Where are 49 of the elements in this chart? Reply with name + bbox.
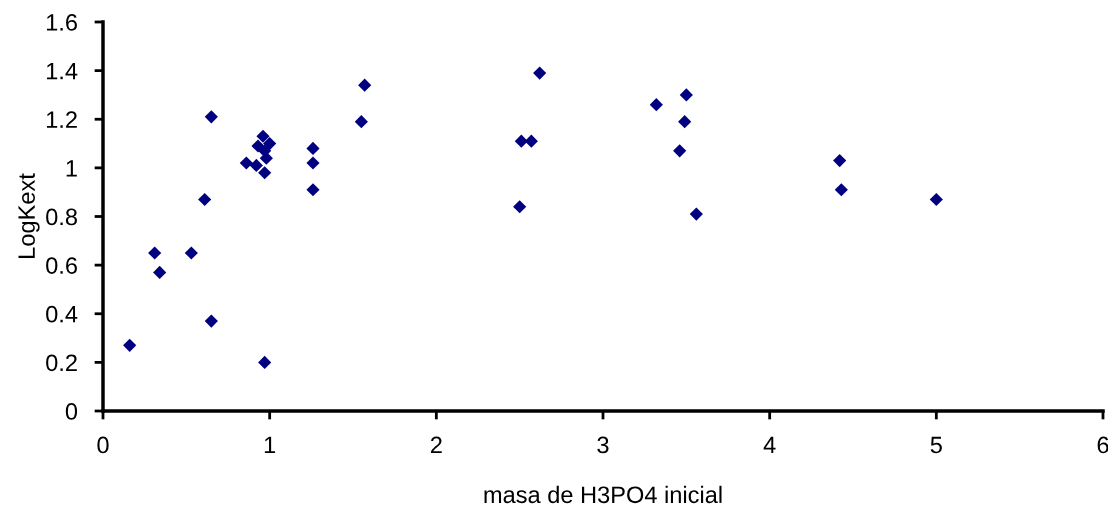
x-tick-label: 4 — [763, 436, 776, 454]
y-tick-label: 1.4 — [46, 62, 78, 80]
point — [358, 78, 372, 92]
point — [258, 355, 272, 369]
x-tick-label: 3 — [597, 436, 609, 454]
y-tick-label: 0.4 — [46, 305, 78, 323]
point — [306, 156, 320, 170]
point — [678, 115, 692, 129]
point — [513, 200, 527, 214]
point — [514, 134, 528, 148]
point — [306, 141, 320, 156]
x-tick-label: 6 — [1097, 436, 1108, 454]
y-axis-title: LogKext — [18, 173, 40, 258]
point — [184, 246, 198, 260]
point — [249, 158, 263, 173]
x-tick-label: 2 — [430, 436, 442, 454]
point — [256, 129, 270, 143]
point — [306, 183, 320, 197]
point — [204, 110, 218, 124]
x-axis-title: masa de H3PO4 inicial — [484, 485, 722, 504]
point — [524, 134, 538, 148]
y-tick-label: 1.6 — [46, 14, 77, 31]
y-tick-label: 0 — [65, 403, 78, 420]
point — [689, 207, 703, 221]
point — [239, 156, 253, 170]
point — [929, 192, 943, 207]
point — [679, 88, 693, 102]
point — [258, 144, 272, 158]
point — [258, 166, 272, 180]
point — [153, 265, 167, 280]
point — [834, 183, 848, 197]
point — [148, 246, 162, 260]
x-tick-label: 0 — [97, 436, 109, 454]
point — [649, 98, 663, 112]
y-tick-label: 1 — [66, 160, 77, 177]
point — [263, 136, 277, 151]
point — [204, 314, 218, 328]
x-tick-label: 1 — [264, 436, 276, 454]
x-tick-label: 5 — [930, 436, 942, 454]
point — [123, 338, 137, 352]
y-tick-label: 0.8 — [46, 208, 77, 226]
point — [673, 144, 687, 158]
point — [354, 115, 368, 129]
point — [533, 66, 547, 80]
point — [198, 192, 212, 207]
point — [833, 153, 847, 168]
y-tick-label: 0.6 — [46, 257, 77, 274]
y-tick-label: 1.2 — [46, 111, 77, 128]
y-tick-label: 0.2 — [46, 354, 77, 372]
